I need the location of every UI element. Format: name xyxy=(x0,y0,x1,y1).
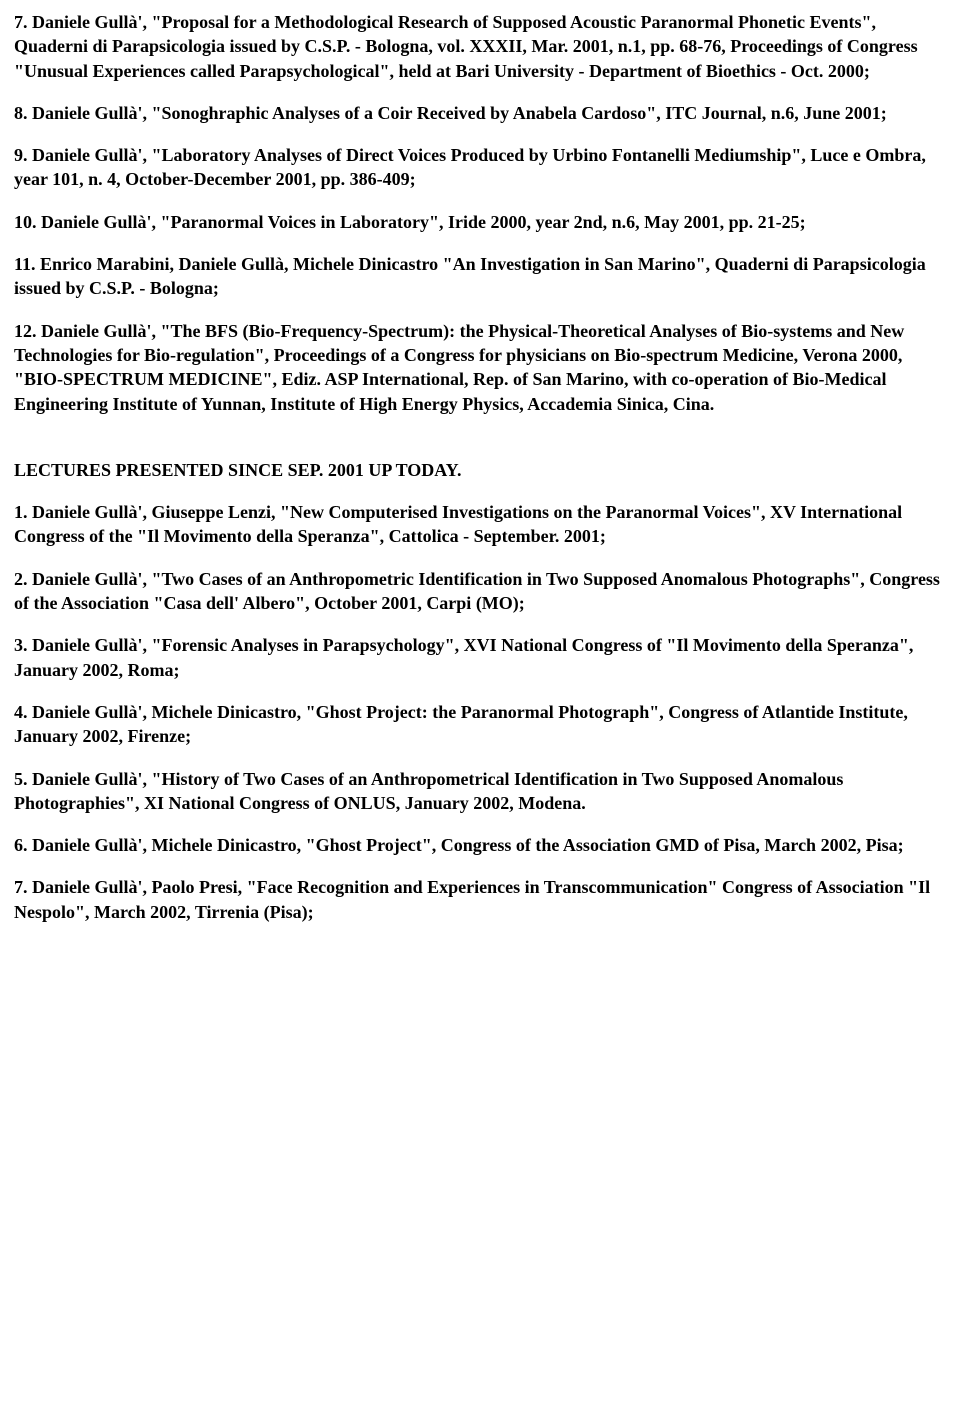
bibliography-entry: 11. Enrico Marabini, Daniele Gullà, Mich… xyxy=(14,252,946,301)
section-heading: LECTURES PRESENTED SINCE SEP. 2001 UP TO… xyxy=(14,458,946,482)
section-spacer xyxy=(14,434,946,458)
lecture-entry: 3. Daniele Gullà', "Forensic Analyses in… xyxy=(14,633,946,682)
bibliography-entry: 8. Daniele Gullà', "Sonoghraphic Analyse… xyxy=(14,101,946,125)
lecture-entry: 7. Daniele Gullà', Paolo Presi, "Face Re… xyxy=(14,875,946,924)
lecture-entry: 5. Daniele Gullà', "History of Two Cases… xyxy=(14,767,946,816)
bibliography-entry: 9. Daniele Gullà', "Laboratory Analyses … xyxy=(14,143,946,192)
lecture-entry: 6. Daniele Gullà', Michele Dinicastro, "… xyxy=(14,833,946,857)
lecture-entry: 1. Daniele Gullà', Giuseppe Lenzi, "New … xyxy=(14,500,946,549)
lecture-entry: 2. Daniele Gullà', "Two Cases of an Anth… xyxy=(14,567,946,616)
bibliography-entry: 12. Daniele Gullà', "The BFS (Bio-Freque… xyxy=(14,319,946,416)
lecture-entry: 4. Daniele Gullà', Michele Dinicastro, "… xyxy=(14,700,946,749)
bibliography-entry: 10. Daniele Gullà', "Paranormal Voices i… xyxy=(14,210,946,234)
bibliography-entry: 7. Daniele Gullà', "Proposal for a Metho… xyxy=(14,10,946,83)
